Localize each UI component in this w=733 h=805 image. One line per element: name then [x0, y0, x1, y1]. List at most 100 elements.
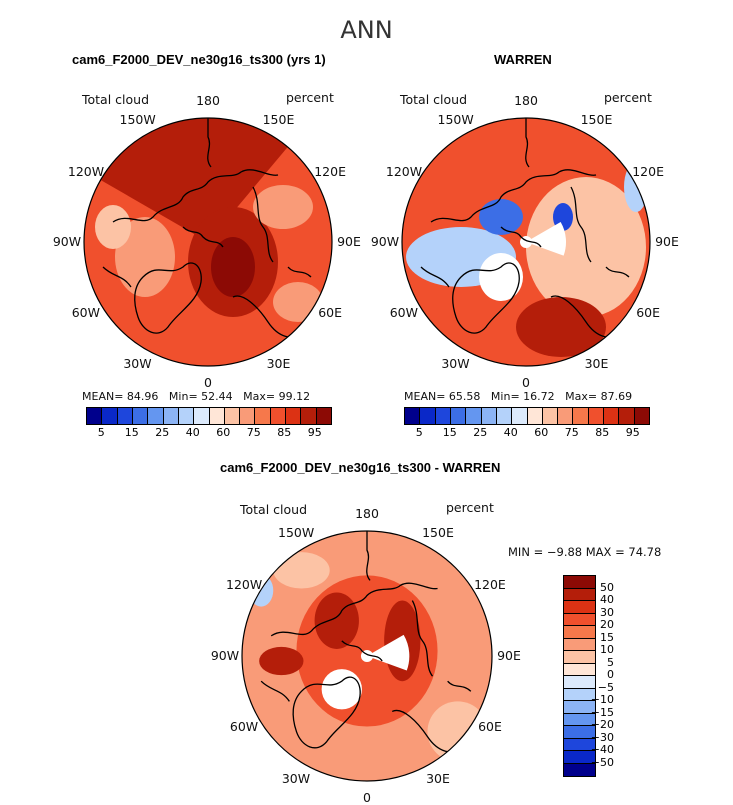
panel3-title: cam6_F2000_DEV_ne30g16_ts300 - WARREN: [220, 460, 501, 475]
coastline: [260, 680, 290, 702]
longitude-label: 120E: [474, 577, 506, 592]
longitude-label: 60E: [636, 304, 661, 320]
colorbar-swatch: [435, 408, 451, 424]
longitude-label: 150E: [262, 111, 295, 127]
panel1-stats: MEAN= 84.96 Min= 52.44 Max= 99.12: [82, 390, 310, 403]
colorbar-swatch: [496, 408, 513, 424]
colorbar-tick: 25: [473, 426, 488, 439]
colorbar-tick: 5: [415, 426, 423, 439]
colorbar-tick: 30: [600, 605, 614, 619]
panel1-max-label: Max=: [243, 390, 276, 403]
panel2-stats: MEAN= 65.58 Min= 16.72 Max= 87.69: [404, 390, 632, 403]
colorbar-tick: −40: [590, 743, 614, 756]
longitude-label: 30W: [281, 770, 311, 786]
coastline: [292, 676, 361, 749]
colorbar-swatch: [316, 408, 331, 424]
colorbar-swatch: [558, 408, 574, 424]
colorbar-swatch: [564, 738, 595, 751]
colorbar-swatch: [564, 763, 595, 776]
colorbar-tick: −5: [597, 680, 614, 694]
field-patch: [253, 185, 313, 229]
colorbar-tick: −15: [590, 705, 614, 719]
coastline: [525, 118, 530, 168]
coastline: [430, 169, 597, 223]
field-patch: [115, 217, 175, 297]
colorbar-swatch: [117, 408, 133, 424]
panel2-colorbar: [404, 407, 650, 425]
colorbar-swatch: [420, 408, 436, 424]
panel1-polar-map: [83, 117, 333, 367]
longitude-label: 180: [355, 506, 379, 521]
longitude-label: 150W: [437, 111, 474, 127]
colorbar-swatch: [102, 408, 118, 424]
colorbar-swatch: [481, 408, 497, 424]
missing-wedge: [367, 634, 410, 671]
colorbar-swatch: [564, 613, 595, 626]
coastline: [182, 226, 224, 248]
coastline: [287, 266, 312, 278]
colorbar-tick: 75: [564, 426, 579, 439]
longitude-label: 120W: [67, 163, 105, 179]
coastline: [411, 600, 434, 677]
coastline: [452, 262, 520, 334]
colorbar-swatch: [564, 713, 595, 726]
colorbar-tick: 15: [442, 426, 457, 439]
panel2-min-label: Min=: [490, 390, 520, 403]
colorbar-tick: 85: [277, 426, 292, 439]
colorbar-tick: 95: [307, 426, 322, 439]
coastline: [252, 186, 274, 263]
colorbar-swatch: [163, 408, 179, 424]
colorbar-tick: 5: [607, 655, 614, 669]
panel1-mean-value: 84.96: [126, 390, 159, 403]
colorbar-tick: −20: [590, 718, 614, 731]
coastline: [341, 640, 383, 662]
colorbar-swatch: [619, 408, 635, 424]
field-patch: [516, 297, 606, 357]
coastline: [102, 266, 132, 288]
colorbar-swatch: [564, 626, 595, 639]
panel2-right-label: percent: [604, 90, 652, 105]
colorbar-tick: 40: [185, 426, 200, 439]
colorbar-tick: 75: [246, 426, 261, 439]
longitude-label: 150E: [580, 111, 613, 127]
longitude-label: 30E: [426, 770, 450, 786]
panel1-mean-label: MEAN=: [82, 390, 124, 403]
longitude-label: 30E: [266, 356, 291, 372]
longitude-label: 0: [522, 375, 530, 390]
field-patch: [95, 205, 131, 249]
panel1-left-label: Total cloud: [82, 92, 150, 107]
panel2-min-value: 16.72: [523, 390, 555, 403]
field-patch: [211, 237, 255, 297]
colorbar-swatch: [564, 676, 595, 689]
colorbar-tick: 15: [124, 426, 139, 439]
field-patch: [259, 646, 304, 676]
longitude-label: 30W: [123, 356, 152, 372]
colorbar-swatch: [255, 408, 271, 424]
colorbar-swatch: [634, 408, 649, 424]
longitude-label: 60E: [318, 304, 343, 320]
missing-region: [479, 253, 523, 301]
panel1-min-label: Min=: [168, 390, 198, 403]
coastline: [270, 582, 438, 637]
longitude-label: 60W: [71, 304, 100, 320]
longitude-label: 60W: [229, 719, 259, 734]
coastline: [500, 226, 542, 248]
figure-title: ANN: [340, 16, 393, 44]
panel2-mean-label: MEAN=: [404, 390, 446, 403]
panel1-colorbar: [86, 407, 332, 425]
colorbar-swatch: [286, 408, 302, 424]
colorbar-swatch: [564, 688, 595, 701]
colorbar-swatch: [240, 408, 256, 424]
map-border: [241, 530, 493, 782]
panel2-left-label: Total cloud: [400, 92, 468, 107]
colorbar-swatch: [301, 408, 317, 424]
colorbar-tick: 95: [625, 426, 640, 439]
colorbar-tick: 15: [600, 630, 614, 644]
longitude-label: 180: [196, 93, 220, 108]
colorbar-tick: 60: [534, 426, 549, 439]
longitude-label: 120E: [632, 163, 664, 179]
colorbar-swatch: [564, 726, 595, 739]
longitude-label: 150W: [278, 525, 315, 541]
panel3-stats: MIN = −9.88 MAX = 74.78: [508, 545, 662, 559]
colorbar-tick: 10: [600, 643, 614, 656]
